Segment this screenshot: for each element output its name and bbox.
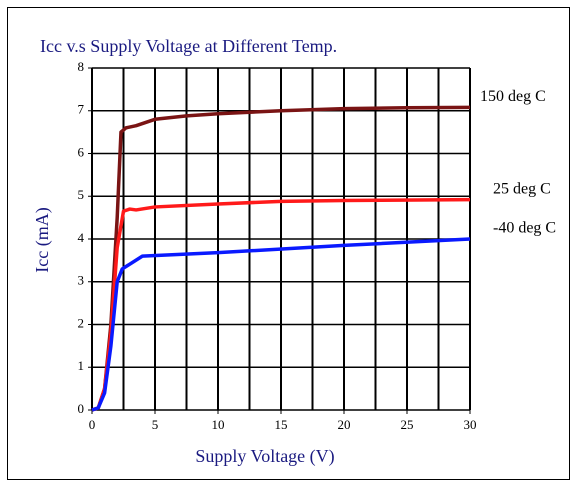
y-tick-label: 8 <box>78 59 85 74</box>
y-tick-label: 6 <box>78 144 85 159</box>
y-tick-label: 3 <box>78 273 85 288</box>
y-tick-label: 4 <box>78 230 85 245</box>
chart-title: Icc v.s Supply Voltage at Different Temp… <box>40 36 337 56</box>
series-label: 25 deg C <box>493 180 551 197</box>
x-tick-label: 5 <box>152 417 159 432</box>
y-tick-label: 1 <box>78 358 85 373</box>
x-tick-label: 30 <box>464 417 477 432</box>
y-axis-label: Icc (mA) <box>32 207 53 272</box>
y-tick-label: 2 <box>78 315 85 330</box>
x-axis-label: Supply Voltage (V) <box>195 446 334 467</box>
x-tick-label: 15 <box>275 417 288 432</box>
x-tick-label: 20 <box>338 417 351 432</box>
series-line <box>91 237 471 412</box>
series-label: 150 deg C <box>480 88 546 105</box>
x-tick-label: 0 <box>89 417 96 432</box>
y-tick-label: 0 <box>78 401 85 416</box>
y-tick-label: 7 <box>78 102 85 117</box>
x-tick-label: 25 <box>401 417 414 432</box>
x-tick-label: 10 <box>212 417 225 432</box>
series-label: -40 deg C <box>493 220 556 237</box>
y-tick-label: 5 <box>78 187 85 202</box>
